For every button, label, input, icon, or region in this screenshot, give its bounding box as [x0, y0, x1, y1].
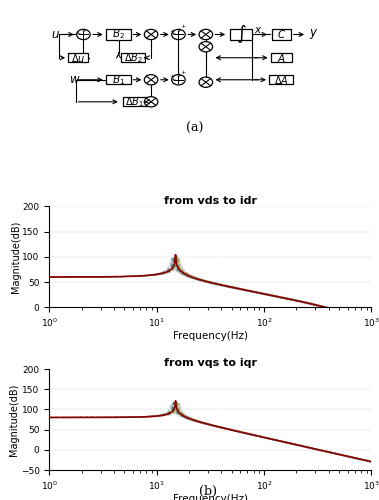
Text: $A$: $A$: [277, 52, 286, 64]
Text: +: +: [81, 28, 87, 32]
Circle shape: [144, 74, 158, 85]
Text: +: +: [170, 32, 175, 36]
Circle shape: [77, 30, 90, 40]
Bar: [230, 30, 252, 40]
Bar: [272, 30, 291, 40]
Text: $\Delta A$: $\Delta A$: [274, 74, 288, 86]
Bar: [121, 53, 145, 62]
Bar: [106, 30, 131, 40]
Text: +: +: [177, 28, 182, 32]
Title: from vqs to iqr: from vqs to iqr: [164, 358, 257, 368]
Text: $\Delta B_2$: $\Delta B_2$: [124, 51, 143, 64]
Text: $y$: $y$: [309, 28, 318, 42]
Circle shape: [199, 77, 213, 88]
Circle shape: [144, 30, 158, 40]
Text: $B_1$: $B_1$: [112, 73, 125, 86]
Text: +: +: [75, 32, 80, 36]
Text: +: +: [177, 73, 182, 78]
Text: $x$: $x$: [254, 25, 262, 35]
Bar: [269, 75, 293, 85]
Bar: [68, 53, 88, 62]
Text: (a): (a): [186, 122, 203, 136]
Text: $w$: $w$: [69, 74, 81, 86]
Text: $u$: $u$: [51, 28, 60, 41]
Text: +: +: [180, 24, 185, 29]
Text: $C$: $C$: [277, 28, 286, 40]
Circle shape: [199, 30, 213, 40]
Circle shape: [172, 74, 185, 85]
Text: $\int$: $\int$: [236, 24, 246, 46]
Circle shape: [144, 96, 158, 107]
Text: (b): (b): [199, 485, 218, 498]
X-axis label: Frequency(Hz): Frequency(Hz): [173, 494, 248, 500]
Text: $\Delta u$: $\Delta u$: [71, 52, 86, 64]
Circle shape: [199, 42, 213, 52]
Text: +: +: [180, 70, 185, 74]
Text: +: +: [169, 29, 175, 34]
Y-axis label: Magnitude(dB): Magnitude(dB): [9, 384, 19, 456]
Bar: [106, 75, 131, 85]
Text: +: +: [169, 74, 175, 79]
Bar: [122, 97, 147, 106]
Title: from vds to idr: from vds to idr: [164, 196, 257, 205]
Text: +: +: [170, 77, 175, 82]
Y-axis label: Magnitude(dB): Magnitude(dB): [11, 220, 21, 293]
Text: $B_2$: $B_2$: [112, 28, 125, 42]
Text: $\Delta B_1$: $\Delta B_1$: [125, 95, 144, 108]
X-axis label: Frequency(Hz): Frequency(Hz): [173, 331, 248, 341]
Bar: [271, 53, 292, 62]
Circle shape: [172, 30, 185, 40]
